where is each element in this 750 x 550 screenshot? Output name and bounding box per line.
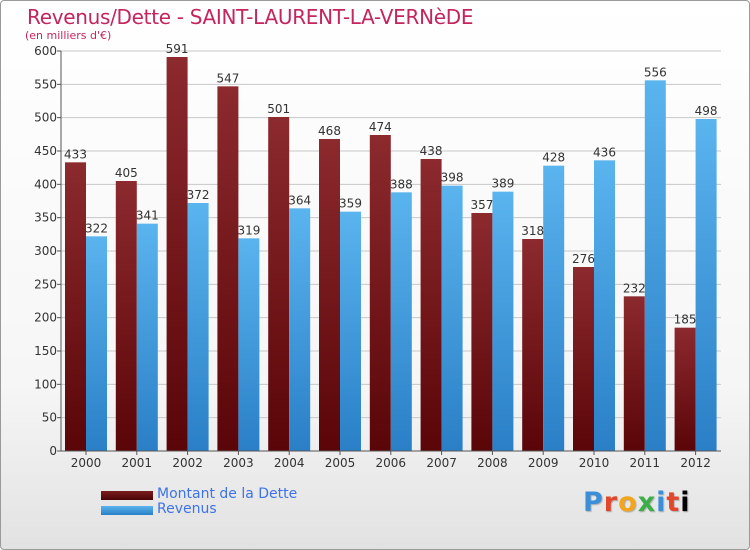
bar-revenus xyxy=(340,211,361,451)
bar-revenus xyxy=(594,160,615,452)
data-label-dette: 474 xyxy=(369,120,392,134)
data-label-revenus: 388 xyxy=(390,177,413,191)
logo-letter: i xyxy=(680,487,691,518)
logo-letter: r xyxy=(603,487,619,518)
y-tick-label: 0 xyxy=(49,444,57,458)
bar-revenus xyxy=(136,223,158,451)
data-label-dette: 357 xyxy=(470,198,493,212)
data-label-dette: 405 xyxy=(115,166,138,180)
data-label-revenus: 364 xyxy=(288,193,311,207)
y-tick-label: 300 xyxy=(34,244,57,258)
bar-revenus xyxy=(492,191,514,451)
data-label-dette: 468 xyxy=(318,124,341,138)
x-tick-label: 2012 xyxy=(680,456,711,470)
y-tick-label: 150 xyxy=(34,344,57,358)
x-tick-label: 2005 xyxy=(325,456,356,470)
data-label-revenus: 498 xyxy=(695,104,718,118)
x-tick-label: 2004 xyxy=(274,456,305,470)
data-label-revenus: 436 xyxy=(593,145,616,159)
x-tick-label: 2003 xyxy=(223,456,254,470)
data-label-dette: 547 xyxy=(216,71,239,85)
bar-dette xyxy=(65,162,86,452)
data-label-revenus: 372 xyxy=(187,188,210,202)
bar-revenus xyxy=(543,165,565,451)
x-tick-label: 2006 xyxy=(376,456,407,470)
y-tick-label: 400 xyxy=(34,177,57,191)
bar-dette xyxy=(268,117,290,451)
y-tick-label: 350 xyxy=(34,211,57,225)
logo-letter: t xyxy=(666,487,681,518)
y-tick-label: 50 xyxy=(42,411,57,425)
bar-revenus xyxy=(187,203,209,451)
x-tick-label: 2001 xyxy=(122,456,153,470)
axis-layer xyxy=(57,50,721,455)
data-label-revenus: 398 xyxy=(441,171,464,185)
y-tick-label: 250 xyxy=(34,277,57,291)
x-tick-label: 2002 xyxy=(172,456,203,470)
data-label-revenus: 428 xyxy=(542,151,565,165)
y-tick-label: 550 xyxy=(34,77,57,91)
bar-dette xyxy=(420,159,442,451)
labels-layer: 0 50 100 150 200 250 300 350 400 450 500 550 600 433 3… xyxy=(34,42,717,470)
data-label-revenus: 319 xyxy=(237,223,260,237)
data-label-revenus: 359 xyxy=(339,197,362,211)
proxiti-logo: Proxiti xyxy=(583,487,691,518)
unit-label: (en milliers d'€) xyxy=(25,29,112,42)
data-label-revenus: 389 xyxy=(491,177,514,191)
x-tick-label: 2007 xyxy=(426,456,457,470)
logo-letter: i xyxy=(656,487,667,518)
data-label-dette: 185 xyxy=(674,313,697,327)
bar-dette xyxy=(115,181,137,451)
y-tick-label: 450 xyxy=(34,144,57,158)
legend-label-dette: Montant de la Dette xyxy=(157,486,298,502)
bars-layer xyxy=(65,57,717,452)
legend-swatch-dette xyxy=(101,491,153,500)
legend-swatch-revenus xyxy=(101,506,153,515)
bar-dette xyxy=(623,296,645,451)
data-label-dette: 591 xyxy=(166,42,189,56)
data-label-dette: 433 xyxy=(64,147,87,161)
logo-letter: P xyxy=(583,487,604,518)
x-tick-label: 2011 xyxy=(630,456,661,470)
x-tick-label: 2000 xyxy=(71,456,102,470)
bar-dette xyxy=(471,213,493,451)
bar-dette xyxy=(674,327,696,451)
legend-label-revenus: Revenus xyxy=(157,501,217,517)
bar-dette xyxy=(217,86,239,451)
bar-revenus xyxy=(390,192,412,452)
y-tick-label: 600 xyxy=(34,44,57,58)
data-label-revenus: 341 xyxy=(136,209,159,223)
logo-letter: x xyxy=(637,487,657,518)
bar-revenus xyxy=(441,185,463,451)
data-label-dette: 501 xyxy=(267,102,290,116)
y-tick-label: 500 xyxy=(34,111,57,125)
data-label-revenus: 322 xyxy=(85,221,108,235)
bar-dette xyxy=(573,267,594,451)
bar-revenus xyxy=(695,119,717,451)
bar-dette xyxy=(166,57,188,451)
y-tick-label: 100 xyxy=(34,377,57,391)
y-tick-label: 200 xyxy=(34,311,57,325)
bar-revenus xyxy=(644,80,666,451)
x-tick-label: 2009 xyxy=(528,456,559,470)
data-label-dette: 276 xyxy=(572,252,595,266)
data-label-dette: 318 xyxy=(521,224,544,238)
data-label-dette: 232 xyxy=(623,281,646,295)
bar-revenus xyxy=(86,236,107,451)
x-tick-label: 2010 xyxy=(579,456,610,470)
data-label-revenus: 556 xyxy=(644,65,667,79)
chart-title: Revenus/Dette - SAINT-LAURENT-LA-VERNèDE xyxy=(27,5,474,29)
bar-dette xyxy=(319,139,340,451)
x-tick-label: 2008 xyxy=(477,456,508,470)
bar-revenus xyxy=(238,238,260,451)
bar-dette xyxy=(522,239,544,451)
bar-revenus xyxy=(289,208,311,451)
logo-letter: o xyxy=(618,487,638,518)
data-label-dette: 438 xyxy=(420,144,443,158)
bar-dette xyxy=(369,135,391,451)
